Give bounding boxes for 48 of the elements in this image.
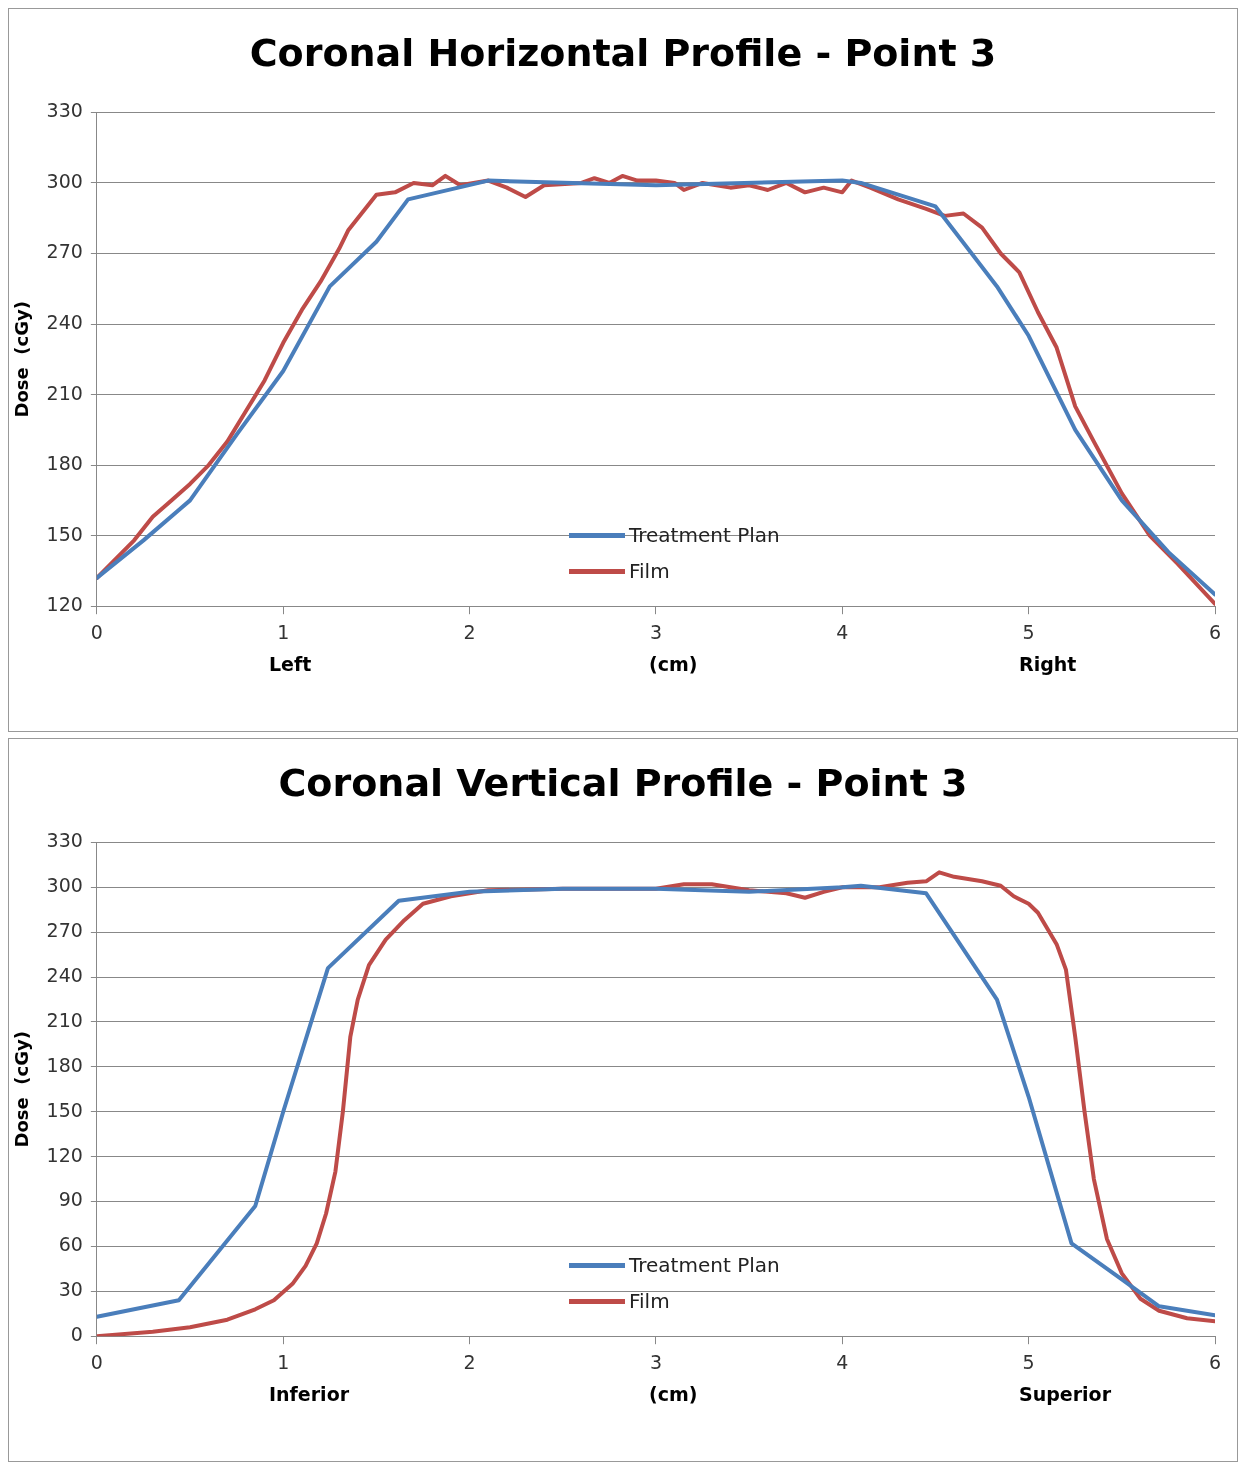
x-tick-label: 5	[1022, 620, 1035, 643]
x-tick-label: 2	[463, 1350, 476, 1373]
text: Right	[1019, 653, 1077, 675]
x-tick-label: 4	[836, 620, 849, 643]
x-axis-title: (cm)	[649, 653, 698, 675]
y-tick-label: 270	[46, 919, 83, 942]
legend-label: Film	[629, 1289, 670, 1313]
x-axis-title: (cm)	[649, 1383, 698, 1405]
chart-title: Coronal Horizontal Profile - Point 3	[248, 30, 998, 77]
y-tick-label: 120	[46, 1143, 83, 1166]
y-tick-label: 270	[46, 240, 83, 263]
y-tick-label: 180	[46, 1053, 83, 1076]
x-tick-label: 3	[649, 1350, 662, 1373]
x-tick-label: 6	[1208, 1350, 1222, 1373]
y-tick-label: 210	[46, 381, 83, 404]
x-tick-label: 2	[463, 620, 476, 643]
y-tick-label: 330	[46, 99, 83, 122]
y-tick-label: 240	[46, 964, 83, 987]
y-tick-label: 210	[46, 1008, 83, 1031]
y-tick-label: 240	[46, 310, 83, 333]
x-tick-label: 6	[1208, 620, 1222, 643]
y-tick-label: 120	[46, 593, 83, 616]
y-tick-label: 0	[70, 1323, 83, 1346]
y-tick-label: 150	[46, 522, 83, 545]
x-tick-label: 0	[90, 1350, 103, 1373]
text: Superior	[1019, 1383, 1112, 1405]
y-axis-title: Dose (cGy)	[11, 301, 33, 418]
x-tick-label: 3	[649, 620, 662, 643]
legend-label: Treatment Plan	[629, 523, 780, 547]
y-axis-title: Dose (cGy)	[11, 1031, 33, 1148]
x-tick-label: 0	[90, 620, 103, 643]
y-tick-label: 150	[46, 1098, 83, 1121]
x-tick-label: 5	[1022, 1350, 1035, 1373]
x-tick-label: 1	[277, 1350, 290, 1373]
legend-label: Treatment Plan	[629, 1253, 780, 1277]
y-tick-label: 330	[46, 829, 83, 852]
y-tick-label: 60	[58, 1233, 83, 1256]
x-tick-label: 4	[836, 1350, 849, 1373]
text: Inferior	[269, 1383, 350, 1405]
chart-title: Coronal Vertical Profile - Point 3	[277, 760, 969, 807]
y-tick-label: 30	[58, 1278, 83, 1301]
legend-label: Film	[629, 559, 670, 583]
y-tick-label: 300	[46, 169, 83, 192]
y-tick-label: 300	[46, 874, 83, 897]
y-tick-label: 180	[46, 452, 83, 475]
text: Left	[269, 653, 312, 675]
x-tick-label: 1	[277, 620, 290, 643]
y-tick-label: 90	[58, 1188, 83, 1211]
